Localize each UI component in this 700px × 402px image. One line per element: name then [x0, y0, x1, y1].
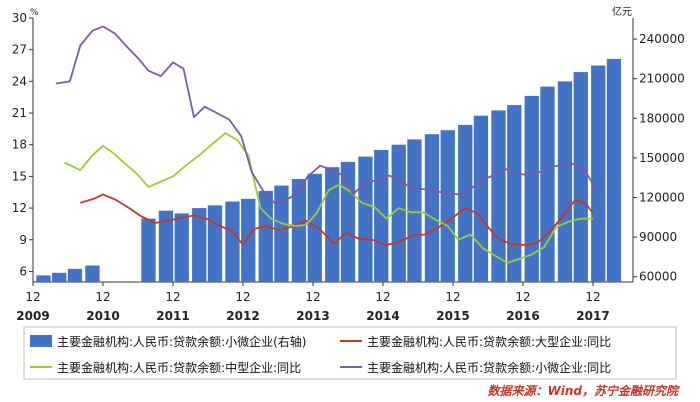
x-tick-month: 12 — [305, 290, 320, 304]
x-tick-month: 12 — [375, 290, 390, 304]
x-tick-year: 2013 — [296, 309, 329, 323]
bar-30 — [573, 72, 588, 282]
right-tick-label: 150000 — [639, 151, 685, 165]
x-tick-year: 2015 — [436, 309, 469, 323]
x-tick-month: 12 — [585, 290, 600, 304]
bar-15 — [325, 167, 340, 282]
left-tick-label: 24 — [12, 74, 27, 88]
x-tick-year: 2017 — [576, 309, 609, 323]
right-tick-label: 120000 — [639, 191, 685, 205]
bar-8 — [207, 205, 223, 282]
x-tick-month: 12 — [445, 290, 460, 304]
left-tick-label: 27 — [12, 43, 27, 57]
bar-4 — [141, 218, 156, 282]
bar-24 — [473, 115, 489, 282]
right-unit-label: 亿元 — [612, 5, 632, 18]
bar-21 — [424, 134, 440, 282]
left-tick-label: 15 — [12, 169, 27, 183]
right-tick-label: 210000 — [639, 72, 685, 86]
line-series-1 — [64, 132, 593, 264]
bar-5 — [158, 210, 174, 282]
left-tick-label: 18 — [12, 138, 27, 152]
bar-12 — [274, 185, 289, 282]
legend-label: 主要金融机构:人民币:贷款余额:小微企业(右轴) — [57, 334, 307, 349]
x-tick-year: 2016 — [506, 309, 539, 323]
right-tick-label: 240000 — [639, 32, 685, 46]
bar-29 — [557, 81, 573, 283]
line-series-2 — [55, 25, 600, 204]
bar-22 — [440, 130, 455, 282]
bar-1 — [52, 272, 67, 282]
x-tick-month: 12 — [165, 290, 180, 304]
right-tick-label: 90000 — [639, 230, 677, 244]
bar-26 — [507, 105, 522, 282]
left-tick-label: 21 — [12, 106, 27, 120]
left-unit-label: % — [30, 8, 39, 18]
legend-label: 主要金融机构:人民币:贷款余额:中型企业:同比 — [57, 360, 301, 375]
bar-28 — [540, 86, 555, 282]
left-tick-label: 6 — [19, 264, 27, 278]
legend-swatch-bar — [30, 335, 52, 347]
bar-3 — [85, 265, 100, 282]
plot-area: % 亿元 6 9 12 15 18 21 24 27 30 60000 90000 120000 15… — [12, 5, 685, 323]
bar-32 — [606, 58, 622, 283]
bar-7 — [192, 208, 207, 282]
x-tick-month: 12 — [25, 290, 40, 304]
bar-series — [36, 58, 622, 283]
right-tick-labels: 60000 90000 120000 150000 180000 210000 240000 — [633, 32, 685, 284]
x-tick-year: 2009 — [16, 309, 49, 323]
bar-16 — [340, 161, 356, 282]
line-series-group — [55, 25, 600, 264]
bar-6 — [174, 213, 189, 282]
legend-box — [23, 326, 677, 380]
right-tick-label: 60000 — [639, 270, 677, 284]
left-tick-label: 30 — [12, 11, 27, 25]
bar-31 — [591, 65, 606, 282]
bar-17 — [358, 156, 373, 282]
source-note: 数据来源：Wind，苏宁金融研究院 — [488, 384, 680, 398]
x-tick-month: 12 — [515, 290, 530, 304]
x-tick-year: 2014 — [366, 309, 399, 323]
bar-14 — [307, 173, 322, 282]
right-tick-label: 180000 — [639, 111, 685, 125]
left-tick-label: 12 — [12, 201, 27, 215]
x-tick-labels: 12 2009 12 2010 12 2011 12 2012 12 2013 12 2014 12 20… — [16, 282, 610, 323]
bar-25 — [491, 110, 506, 283]
left-tick-labels: 6 9 12 15 18 21 24 27 30 — [12, 11, 33, 278]
legend-label: 主要金融机构:人民币:贷款余额:大型企业:同比 — [367, 334, 611, 349]
x-tick-month: 12 — [95, 290, 110, 304]
bar-11 — [258, 190, 273, 282]
bar-23 — [458, 124, 473, 283]
bar-0 — [36, 275, 51, 282]
bar-2 — [67, 268, 83, 282]
bar-10 — [241, 198, 256, 282]
line-series-0 — [80, 193, 594, 246]
legend-label: 主要金融机构:人民币:贷款余额:小微企业:同比 — [367, 360, 611, 375]
bar-20 — [407, 139, 422, 282]
x-tick-year: 2010 — [86, 309, 119, 323]
x-tick-year: 2011 — [156, 309, 189, 323]
bar-27 — [524, 95, 539, 283]
bar-18 — [374, 150, 389, 282]
left-tick-label: 9 — [19, 233, 27, 247]
x-tick-month: 12 — [235, 290, 250, 304]
x-tick-year: 2012 — [226, 309, 259, 323]
legend: 主要金融机构:人民币:贷款余额:小微企业(右轴) 主要金融机构:人民币:贷款余额:… — [30, 334, 611, 375]
bar-13 — [291, 179, 307, 282]
bar-9 — [225, 201, 240, 282]
